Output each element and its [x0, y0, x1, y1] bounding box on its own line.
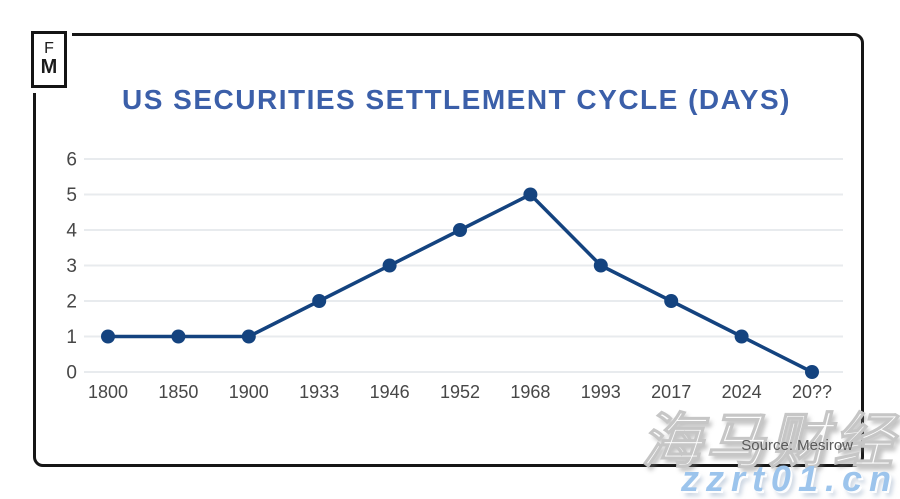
chart-title: US SECURITIES SETTLEMENT CYCLE (DAYS)	[122, 84, 791, 115]
source-label: Source: Mesirow	[741, 437, 853, 454]
y-axis-tick-label: 5	[66, 185, 77, 206]
data-point-marker	[593, 258, 608, 273]
settlement-cycle-line-chart: 0 1 2 3 4 5 6 1800 1850 1900 1933 1946 1952 1968 1993 2…	[66, 150, 843, 402]
data-point-marker	[382, 258, 397, 273]
x-axis-tick-label: 1993	[581, 382, 621, 402]
data-point-marker	[171, 329, 186, 344]
data-line	[106, 192, 814, 374]
y-axis-tick-label: 2	[66, 292, 77, 313]
data-point-marker	[523, 187, 538, 202]
x-axis-tick-label: 1933	[299, 382, 339, 402]
watermark-site-url: zzrt01.cn	[680, 458, 898, 499]
x-axis-tick-label: 1850	[158, 382, 198, 402]
data-point-marker	[664, 294, 679, 308]
x-axis-tick-label: 1968	[510, 382, 550, 402]
fm-logo-letter-m: M	[40, 56, 58, 79]
x-axis-tick-label: 1952	[440, 382, 480, 402]
x-axis-tick-label: 1900	[229, 382, 269, 402]
x-axis-tick-label: 2017	[651, 382, 691, 402]
y-axis-tick-label: 1	[66, 327, 77, 348]
y-axis-tick-label: 6	[66, 150, 77, 171]
y-axis-tick-label: 4	[66, 221, 77, 242]
x-axis-tick-label: 20??	[792, 382, 832, 402]
data-point-marker	[453, 223, 467, 237]
data-point-marker	[101, 329, 115, 344]
fm-logo-letter-f: F	[44, 40, 54, 58]
fm-logo: F M	[26, 26, 72, 93]
data-point-marker	[734, 329, 749, 344]
x-axis-tick-label: 2024	[722, 382, 762, 402]
y-axis-tick-label: 3	[66, 256, 77, 277]
y-axis-tick-label: 0	[66, 363, 77, 384]
data-point-marker	[241, 329, 256, 344]
data-point-marker	[312, 294, 327, 308]
data-point-marker	[805, 365, 819, 379]
watermark-chinese: 海马财经	[640, 407, 897, 475]
x-axis-tick-label: 1946	[370, 382, 410, 402]
x-axis-tick-label: 1800	[88, 382, 128, 402]
